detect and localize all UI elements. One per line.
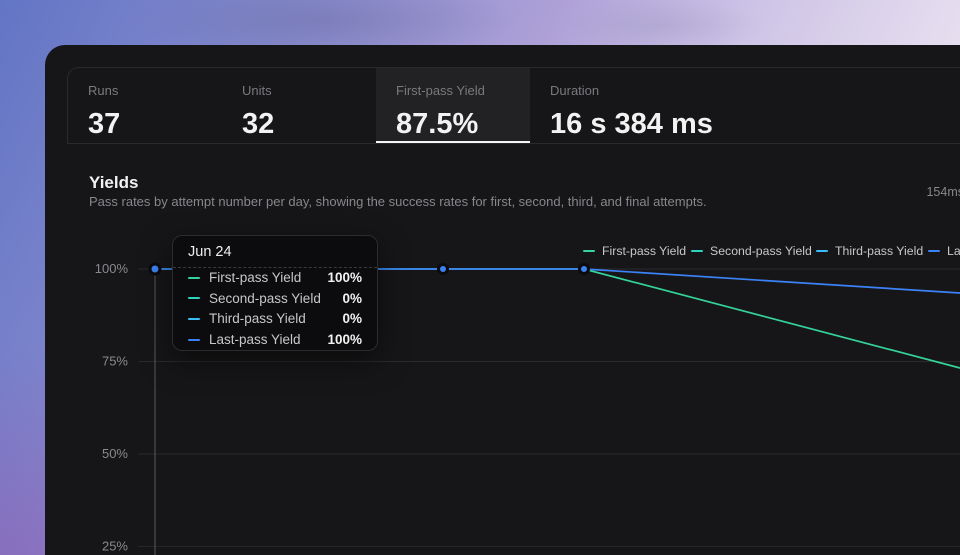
svg-text:100%: 100% bbox=[95, 261, 129, 276]
svg-text:75%: 75% bbox=[102, 354, 128, 369]
svg-text:25%: 25% bbox=[102, 539, 128, 554]
svg-text:50%: 50% bbox=[102, 446, 128, 461]
